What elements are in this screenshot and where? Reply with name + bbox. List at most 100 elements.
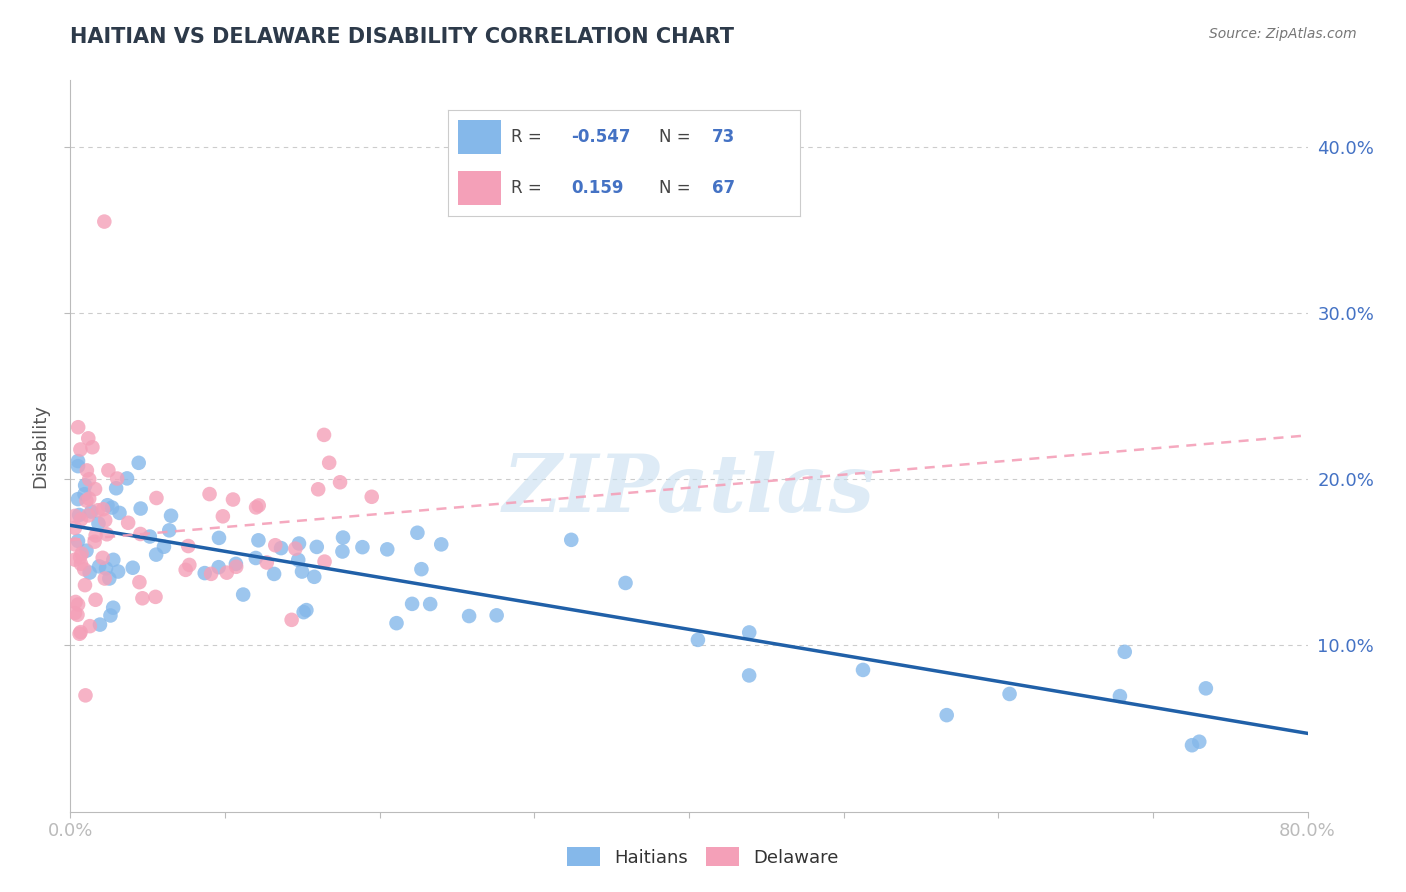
Point: [65, 595, 87, 609]
Point: [91, 502, 114, 516]
Point: [287, 553, 309, 567]
Point: [84, 482, 107, 496]
Point: [179, 558, 201, 572]
Text: -0.547: -0.547: [571, 128, 630, 146]
Point: [245, 551, 267, 566]
Point: [73, 562, 96, 576]
Point: [76, 543, 98, 558]
Legend: Haitians, Delaware: Haitians, Delaware: [560, 840, 846, 874]
Point: [75, 478, 97, 492]
Point: [107, 565, 129, 579]
Point: [100, 608, 122, 623]
Bar: [458, 171, 501, 205]
Point: [87, 516, 110, 531]
Point: [332, 544, 354, 558]
Point: [82, 440, 104, 454]
Point: [67, 420, 90, 434]
Point: [307, 483, 329, 497]
Point: [75, 689, 97, 703]
Point: [200, 566, 222, 581]
Point: [852, 663, 875, 677]
Point: [77, 508, 100, 523]
Point: [212, 509, 235, 524]
Text: N =: N =: [659, 128, 696, 146]
Point: [232, 588, 254, 602]
Point: [292, 605, 315, 619]
Point: [208, 531, 231, 545]
Point: [280, 613, 302, 627]
Point: [79, 619, 101, 633]
Point: [63, 606, 86, 620]
Point: [318, 456, 340, 470]
Point: [63, 552, 86, 566]
Text: R =: R =: [512, 128, 547, 146]
Point: [401, 597, 423, 611]
Point: [98, 572, 121, 586]
Point: [89, 617, 111, 632]
Point: [129, 501, 152, 516]
Point: [94, 561, 117, 575]
Text: 67: 67: [711, 179, 735, 197]
Point: [270, 541, 292, 555]
Bar: [458, 120, 501, 154]
Point: [375, 542, 398, 557]
Point: [160, 508, 183, 523]
Point: [153, 540, 176, 554]
Point: [69, 550, 91, 565]
Point: [614, 576, 637, 591]
Point: [96, 527, 118, 541]
Y-axis label: Disability: Disability: [31, 404, 49, 488]
Point: [63, 521, 86, 535]
Point: [139, 529, 162, 543]
Point: [686, 632, 709, 647]
Point: [419, 597, 441, 611]
Point: [69, 442, 91, 457]
Text: HAITIAN VS DELAWARE DISABILITY CORRELATION CHART: HAITIAN VS DELAWARE DISABILITY CORRELATI…: [70, 27, 734, 46]
Point: [128, 456, 150, 470]
Point: [245, 500, 267, 515]
Point: [94, 513, 117, 527]
Point: [105, 471, 128, 485]
Point: [1188, 735, 1211, 749]
Point: [66, 607, 89, 622]
Point: [385, 616, 408, 631]
Point: [935, 708, 957, 723]
Point: [458, 609, 481, 624]
Point: [264, 538, 287, 552]
Point: [1195, 681, 1218, 696]
Text: R =: R =: [512, 179, 553, 197]
Point: [284, 541, 307, 556]
Point: [208, 560, 231, 574]
Point: [305, 540, 328, 554]
Point: [332, 531, 354, 545]
Point: [84, 528, 107, 542]
Point: [70, 557, 93, 571]
Point: [247, 533, 270, 548]
Point: [69, 627, 91, 641]
Point: [215, 566, 238, 580]
Point: [304, 570, 326, 584]
Point: [67, 454, 90, 468]
Point: [145, 491, 167, 505]
Point: [96, 498, 118, 512]
Point: [1114, 645, 1136, 659]
Point: [430, 537, 453, 551]
Point: [291, 565, 314, 579]
Point: [485, 608, 508, 623]
Point: [352, 540, 374, 554]
Point: [406, 525, 429, 540]
Point: [157, 524, 180, 538]
Point: [83, 534, 105, 549]
Point: [128, 575, 150, 590]
Point: [73, 487, 96, 501]
Point: [129, 527, 152, 541]
Point: [67, 508, 90, 522]
Point: [256, 556, 278, 570]
Point: [69, 625, 91, 640]
Point: [360, 490, 382, 504]
Point: [121, 560, 143, 574]
Point: [101, 600, 124, 615]
Point: [145, 548, 167, 562]
Point: [87, 503, 110, 517]
Point: [73, 578, 96, 592]
